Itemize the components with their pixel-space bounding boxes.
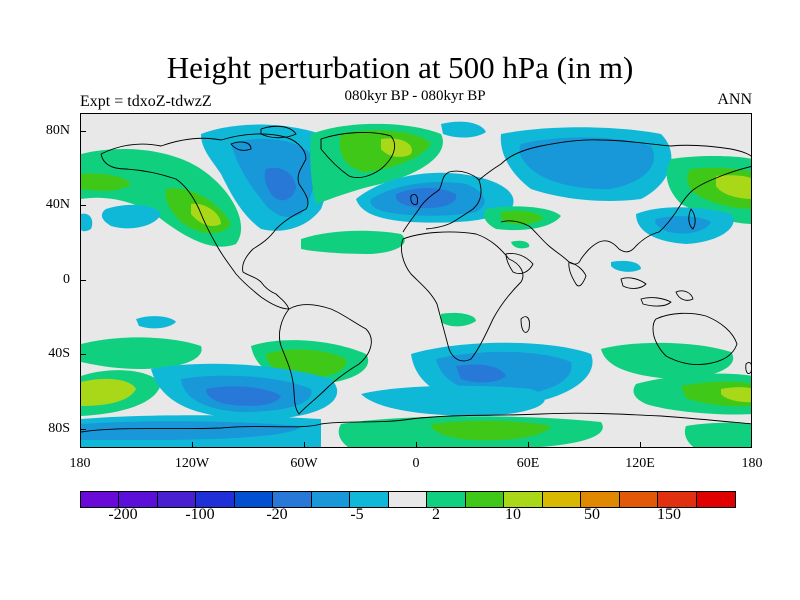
contour-region-ant-neg-w2 [81,421,301,440]
plot-subtitle: 080kyr BP - 080kyr BP [344,88,486,104]
colorbar [80,491,736,508]
tick-40s [80,354,86,355]
tick-120e [640,442,641,448]
tick-40n [80,205,86,206]
contour-region-ant-pos-c2 [431,420,551,441]
tick-80n [80,131,86,132]
map-panel [80,113,752,448]
contour-region-s3-neg-3 [456,364,506,383]
contour-region-npac-pos-3 [191,203,221,226]
contour-region-s6-neg-3 [206,386,281,406]
tick-120w [192,442,193,448]
contour-region-arabia-pos [511,240,530,249]
contour-region-europe-neg-3 [395,188,457,209]
colorbar-swatch [234,492,274,507]
colorbar-swatch [427,492,466,507]
contour-region-westedge-pos-2 [81,173,131,191]
colorbar-label-neg200: -200 [108,506,138,523]
contour-region-trop-pos-a [441,312,476,327]
experiment-label: Expt = tdxoZ-tdwzZ [80,93,212,110]
lon-label-180e: 180 [741,456,763,471]
contour-region-indian-neg [611,260,641,272]
tick-80s [80,429,86,430]
contour-region-natl-pos-3 [381,138,412,157]
colorbar-label-50: 50 [584,506,600,523]
colorbar-swatch [196,492,235,507]
colorbar-swatch [273,492,312,507]
colorbar-swatch [465,492,505,507]
colorbar-swatch [157,492,197,507]
colorbar-swatch [542,492,582,507]
lon-label-120e: 120E [625,456,655,471]
contour-region-arctic-neg [441,121,486,138]
colorbar-label-150: 150 [657,506,681,523]
tick-60w [304,442,305,448]
colorbar-swatch [81,492,120,507]
colorbar-label-neg100: -100 [185,506,215,523]
lat-label-40n: 40N [45,197,70,212]
contour-region-ant-pos-e [684,422,751,447]
lon-label-180w: 180 [69,456,91,471]
lat-label-80s: 80S [48,421,70,436]
colorbar-swatch [311,492,351,507]
contour-region-trop-neg-a [136,316,176,329]
colorbar-label-10: 10 [505,506,521,523]
contour-region-s8-pos-3 [721,387,751,403]
colorbar-label-2: 2 [432,506,440,523]
tick-0 [416,442,417,448]
colorbar-swatch [619,492,659,507]
tick-eq [80,280,86,281]
colorbar-swatch [658,492,697,507]
contour-region-siberia-neg-2 [519,137,655,190]
colorbar-swatch [504,492,543,507]
colorbar-swatch [696,492,735,507]
contour-region-s7-neg [361,385,545,416]
lon-label-60e: 60E [516,456,540,471]
colorbar-label-neg20: -20 [266,506,288,523]
lon-label-60w: 60W [290,456,318,471]
contour-region-s5-pos-2 [81,378,136,406]
contour-region-westedge-neg [81,213,93,232]
coastlines [81,125,751,433]
contour-map [81,121,751,447]
lon-label-0: 0 [412,456,420,471]
contour-region-s1-pos [81,337,202,369]
contour-region-eastedge-pos-3 [716,175,751,199]
colorbar-swatch [388,492,428,507]
contour-region-cpac-neg [101,204,161,229]
contour-region-s4-pos [601,342,734,379]
lat-label-40s: 40S [48,346,70,361]
contour-region-satl-pos [301,230,405,254]
plot-title: Height perturbation at 500 hPa (in m) [166,50,634,85]
colorbar-swatch [350,492,389,507]
lon-label-120w: 120W [174,456,210,471]
lat-label-80n: 80N [45,123,70,138]
season-label: ANN [717,91,752,108]
lat-label-eq: 0 [63,272,70,287]
colorbar-label-neg5: -5 [350,506,364,523]
contour-region-canada-neg-3 [264,167,296,201]
tick-60e [528,442,529,448]
colorbar-swatch [581,492,620,507]
colorbar-swatch [119,492,158,507]
